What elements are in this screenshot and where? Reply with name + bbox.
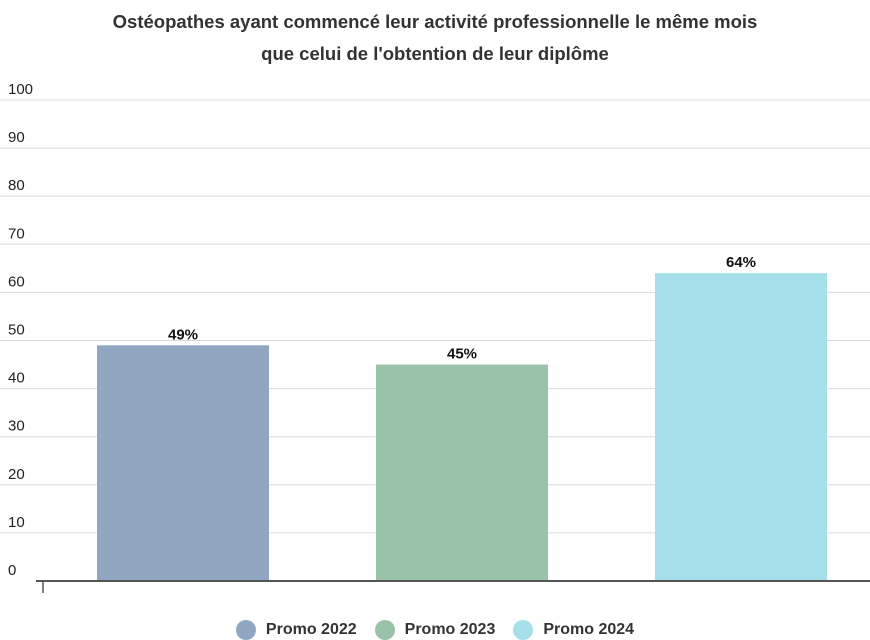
data-label: 64% — [726, 254, 756, 271]
y-tick-label: 0 — [8, 562, 16, 579]
legend-item[interactable]: Promo 2023 — [374, 620, 496, 640]
legend-label: Promo 2022 — [265, 621, 357, 638]
data-label: 45% — [447, 346, 477, 363]
y-tick-label: 20 — [8, 466, 25, 483]
legend-item[interactable]: Promo 2024 — [513, 620, 634, 640]
legend-label: Promo 2023 — [404, 621, 496, 638]
chart-title-line-1: Ostéopathes ayant commencé leur activité… — [112, 11, 758, 32]
chart-title: Ostéopathes ayant commencé leur activité… — [0, 6, 870, 70]
y-tick-label: 70 — [8, 225, 25, 242]
bar-chart: 0 10 20 30 40 50 60 70 80 90 100 49% 45% 64% — [0, 81, 870, 593]
legend: Promo 2022 Promo 2023 Promo 2024 — [0, 620, 870, 640]
y-tick-label: 40 — [8, 370, 25, 387]
legend-swatch — [235, 620, 256, 640]
y-tick-label: 80 — [8, 177, 25, 194]
legend-swatch — [513, 620, 534, 640]
bar — [97, 345, 269, 581]
chart-title-line-2: que celui de l'obtention de leur diplôme — [261, 43, 609, 64]
legend-swatch — [374, 620, 395, 640]
bar — [655, 273, 827, 581]
data-label: 49% — [168, 326, 198, 343]
bar — [376, 364, 548, 581]
y-tick-label: 50 — [8, 322, 25, 339]
y-tick-label: 100 — [8, 81, 33, 98]
legend-item[interactable]: Promo 2022 — [235, 620, 357, 640]
legend-label: Promo 2024 — [543, 621, 635, 638]
y-tick-label: 10 — [8, 514, 25, 531]
y-tick-label: 60 — [8, 273, 25, 290]
y-tick-label: 30 — [8, 418, 25, 435]
y-tick-label: 90 — [8, 129, 25, 146]
